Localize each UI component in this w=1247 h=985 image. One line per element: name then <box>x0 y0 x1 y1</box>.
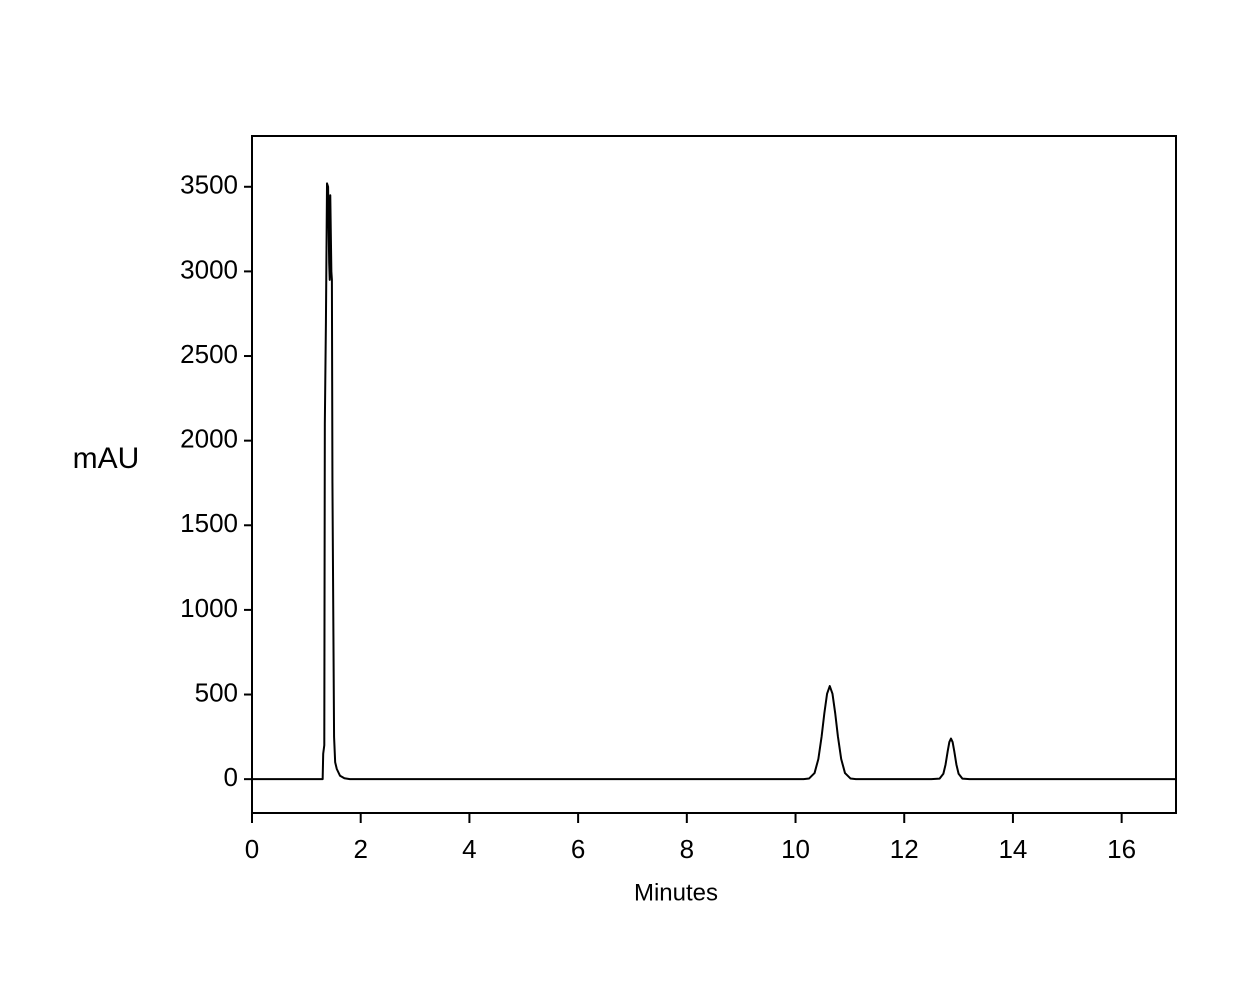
y-tick-label: 2000 <box>180 424 238 454</box>
x-tick-label: 8 <box>680 834 694 864</box>
x-tick-label: 2 <box>353 834 367 864</box>
y-tick-label: 1000 <box>180 593 238 623</box>
plot-frame <box>251 135 1177 814</box>
y-tick-label: 1500 <box>180 508 238 538</box>
x-tick-label: 16 <box>1107 834 1136 864</box>
y-tick-label: 0 <box>224 762 238 792</box>
x-tick-label: 10 <box>781 834 810 864</box>
trace-line <box>252 182 1176 781</box>
x-tick-label: 4 <box>462 834 476 864</box>
x-tick-label: 14 <box>998 834 1027 864</box>
y-axis-label: mAU <box>73 442 140 475</box>
x-tick-label: 12 <box>890 834 919 864</box>
y-tick-label: 3500 <box>180 170 238 200</box>
x-axis-label: Minutes <box>634 879 718 906</box>
y-tick-label: 3000 <box>180 254 238 284</box>
x-tick-label: 6 <box>571 834 585 864</box>
y-tick-label: 500 <box>195 677 238 707</box>
y-tick-label: 2500 <box>180 339 238 369</box>
x-tick-label: 0 <box>245 834 259 864</box>
